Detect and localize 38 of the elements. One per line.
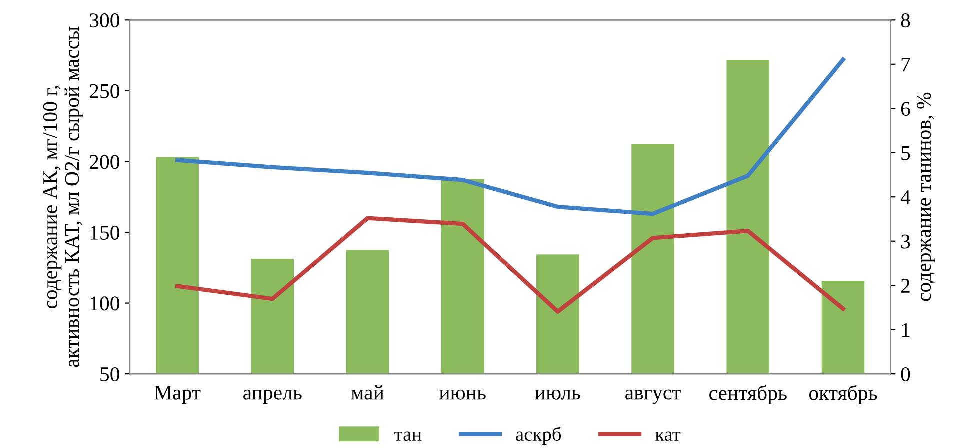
line-series — [175, 216, 846, 314]
y2-tick-label: 6 — [901, 102, 910, 116]
line-series — [175, 58, 846, 216]
bar — [441, 179, 484, 374]
x-tick-label: июль — [535, 390, 580, 400]
bar — [822, 281, 865, 374]
x-tick-label: май — [352, 385, 384, 400]
x-tick-label: июнь — [440, 390, 486, 400]
x-tick-label: август — [626, 390, 681, 404]
y-axis-title: содержание АК, мг/100 г, активность КАТ, мл О2/г сырой массы — [43, 26, 84, 368]
y-tick-label: 250 — [90, 84, 120, 98]
y2-tick-label: 0 — [901, 367, 910, 382]
legend-label: аскрб — [516, 426, 562, 446]
y-tick-label: 200 — [90, 155, 120, 170]
x-tick-label: Март — [154, 386, 201, 404]
bar — [632, 144, 674, 374]
legend-label: кат — [655, 432, 681, 442]
bar — [346, 250, 390, 374]
bar — [251, 259, 294, 374]
y-tick-label: 50 — [100, 367, 120, 382]
x-tick-label: апрель — [244, 390, 302, 404]
y2-tick-label: 3 — [901, 234, 910, 249]
y2-tick-label: 2 — [901, 279, 910, 293]
y2-axis-title: содержание танинов, % — [917, 92, 936, 302]
y2-tick-label: 7 — [902, 58, 910, 72]
y-tick-label: 300 — [90, 14, 120, 28]
x-tick-label: октябрь — [809, 385, 878, 405]
x-tick-label: сентябрь — [710, 385, 787, 405]
y-tick-label: 100 — [90, 296, 120, 311]
bar — [156, 157, 199, 374]
bar — [536, 254, 580, 374]
bar — [726, 60, 770, 374]
y2-tick-label: 5 — [902, 146, 910, 160]
y2-tick-label: 1 — [902, 323, 910, 338]
legend-label: тан — [394, 432, 422, 442]
y2-tick-label: 8 — [901, 14, 910, 28]
y2-tick-label: 4 — [900, 190, 911, 204]
y-tick-label: 150 — [90, 226, 120, 240]
